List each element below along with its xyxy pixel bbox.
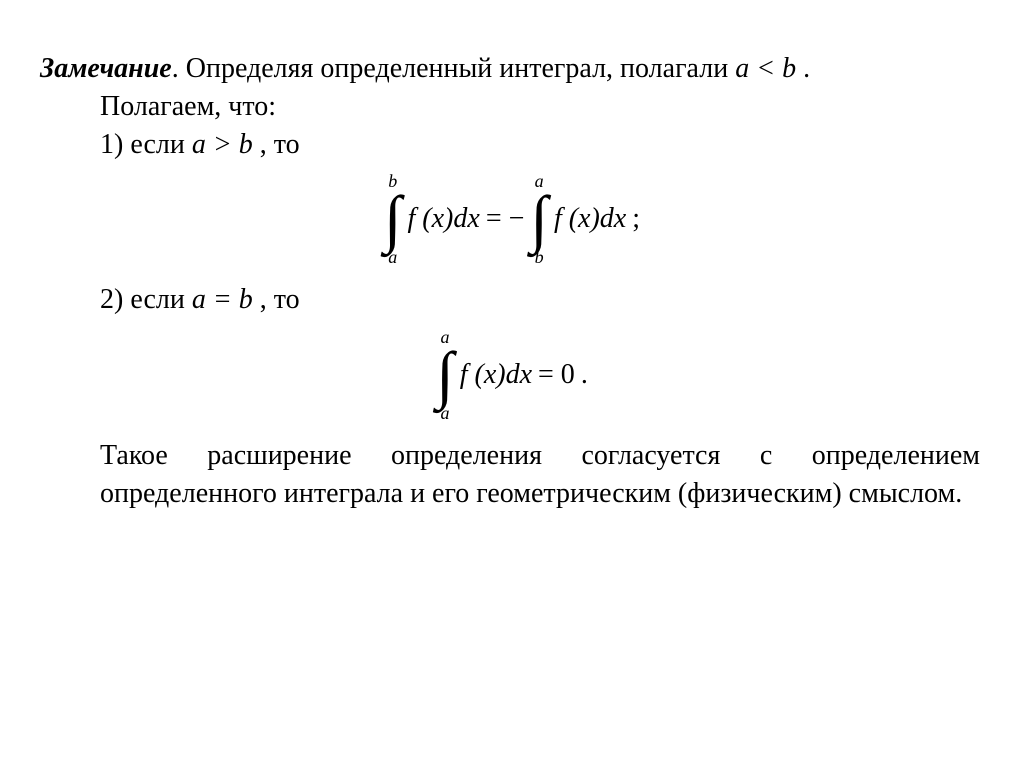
item2-math: a = b [192,284,253,315]
heading-rest: . Определяя определенный интеграл, полаг… [172,53,735,84]
formula1-tail: ; [632,203,640,235]
item-1: 1) если a > b , то [100,126,984,164]
int-lower: a [440,403,449,423]
document-page: Замечание. Определяя определенный интегр… [0,0,1024,553]
integral-right-1: a ∫ b [530,171,548,267]
heading-math: a < b [735,53,796,84]
int-lower: b [535,247,544,267]
integral-sign-icon: ∫ [436,347,454,403]
heading-tail: . [796,53,810,84]
formula2-tail: . [581,359,588,391]
equals-zero: = 0 [538,359,575,391]
remark-heading: Замечание. Определяя определенный интегр… [40,50,984,88]
closing-paragraph: Такое расширение определения согласуется… [100,437,980,513]
integral-left-1: b ∫ a [384,171,402,267]
item2-post: , то [253,284,300,315]
item-2: 2) если a = b , то [100,281,984,319]
formula-1: b ∫ a f (x)dx = − a ∫ b f (x)dx ; [40,171,984,267]
item1-pre: 1) если [100,129,192,160]
item1-post: , то [253,129,300,160]
integrand-left: f (x)dx [408,203,480,235]
int-lower: a [388,247,397,267]
integral-sign-icon: ∫ [530,191,548,247]
integrand: f (x)dx [460,359,532,391]
item2-pre: 2) если [100,284,192,315]
assume-line: Полагаем, что: [100,88,984,126]
equals-neg: = − [486,203,525,235]
formula-2: a ∫ a f (x)dx = 0 . [40,327,984,423]
heading-bold: Замечание [40,53,172,84]
item1-math: a > b [192,129,253,160]
integral-left-2: a ∫ a [436,327,454,423]
integral-sign-icon: ∫ [384,191,402,247]
integrand-right: f (x)dx [554,203,626,235]
